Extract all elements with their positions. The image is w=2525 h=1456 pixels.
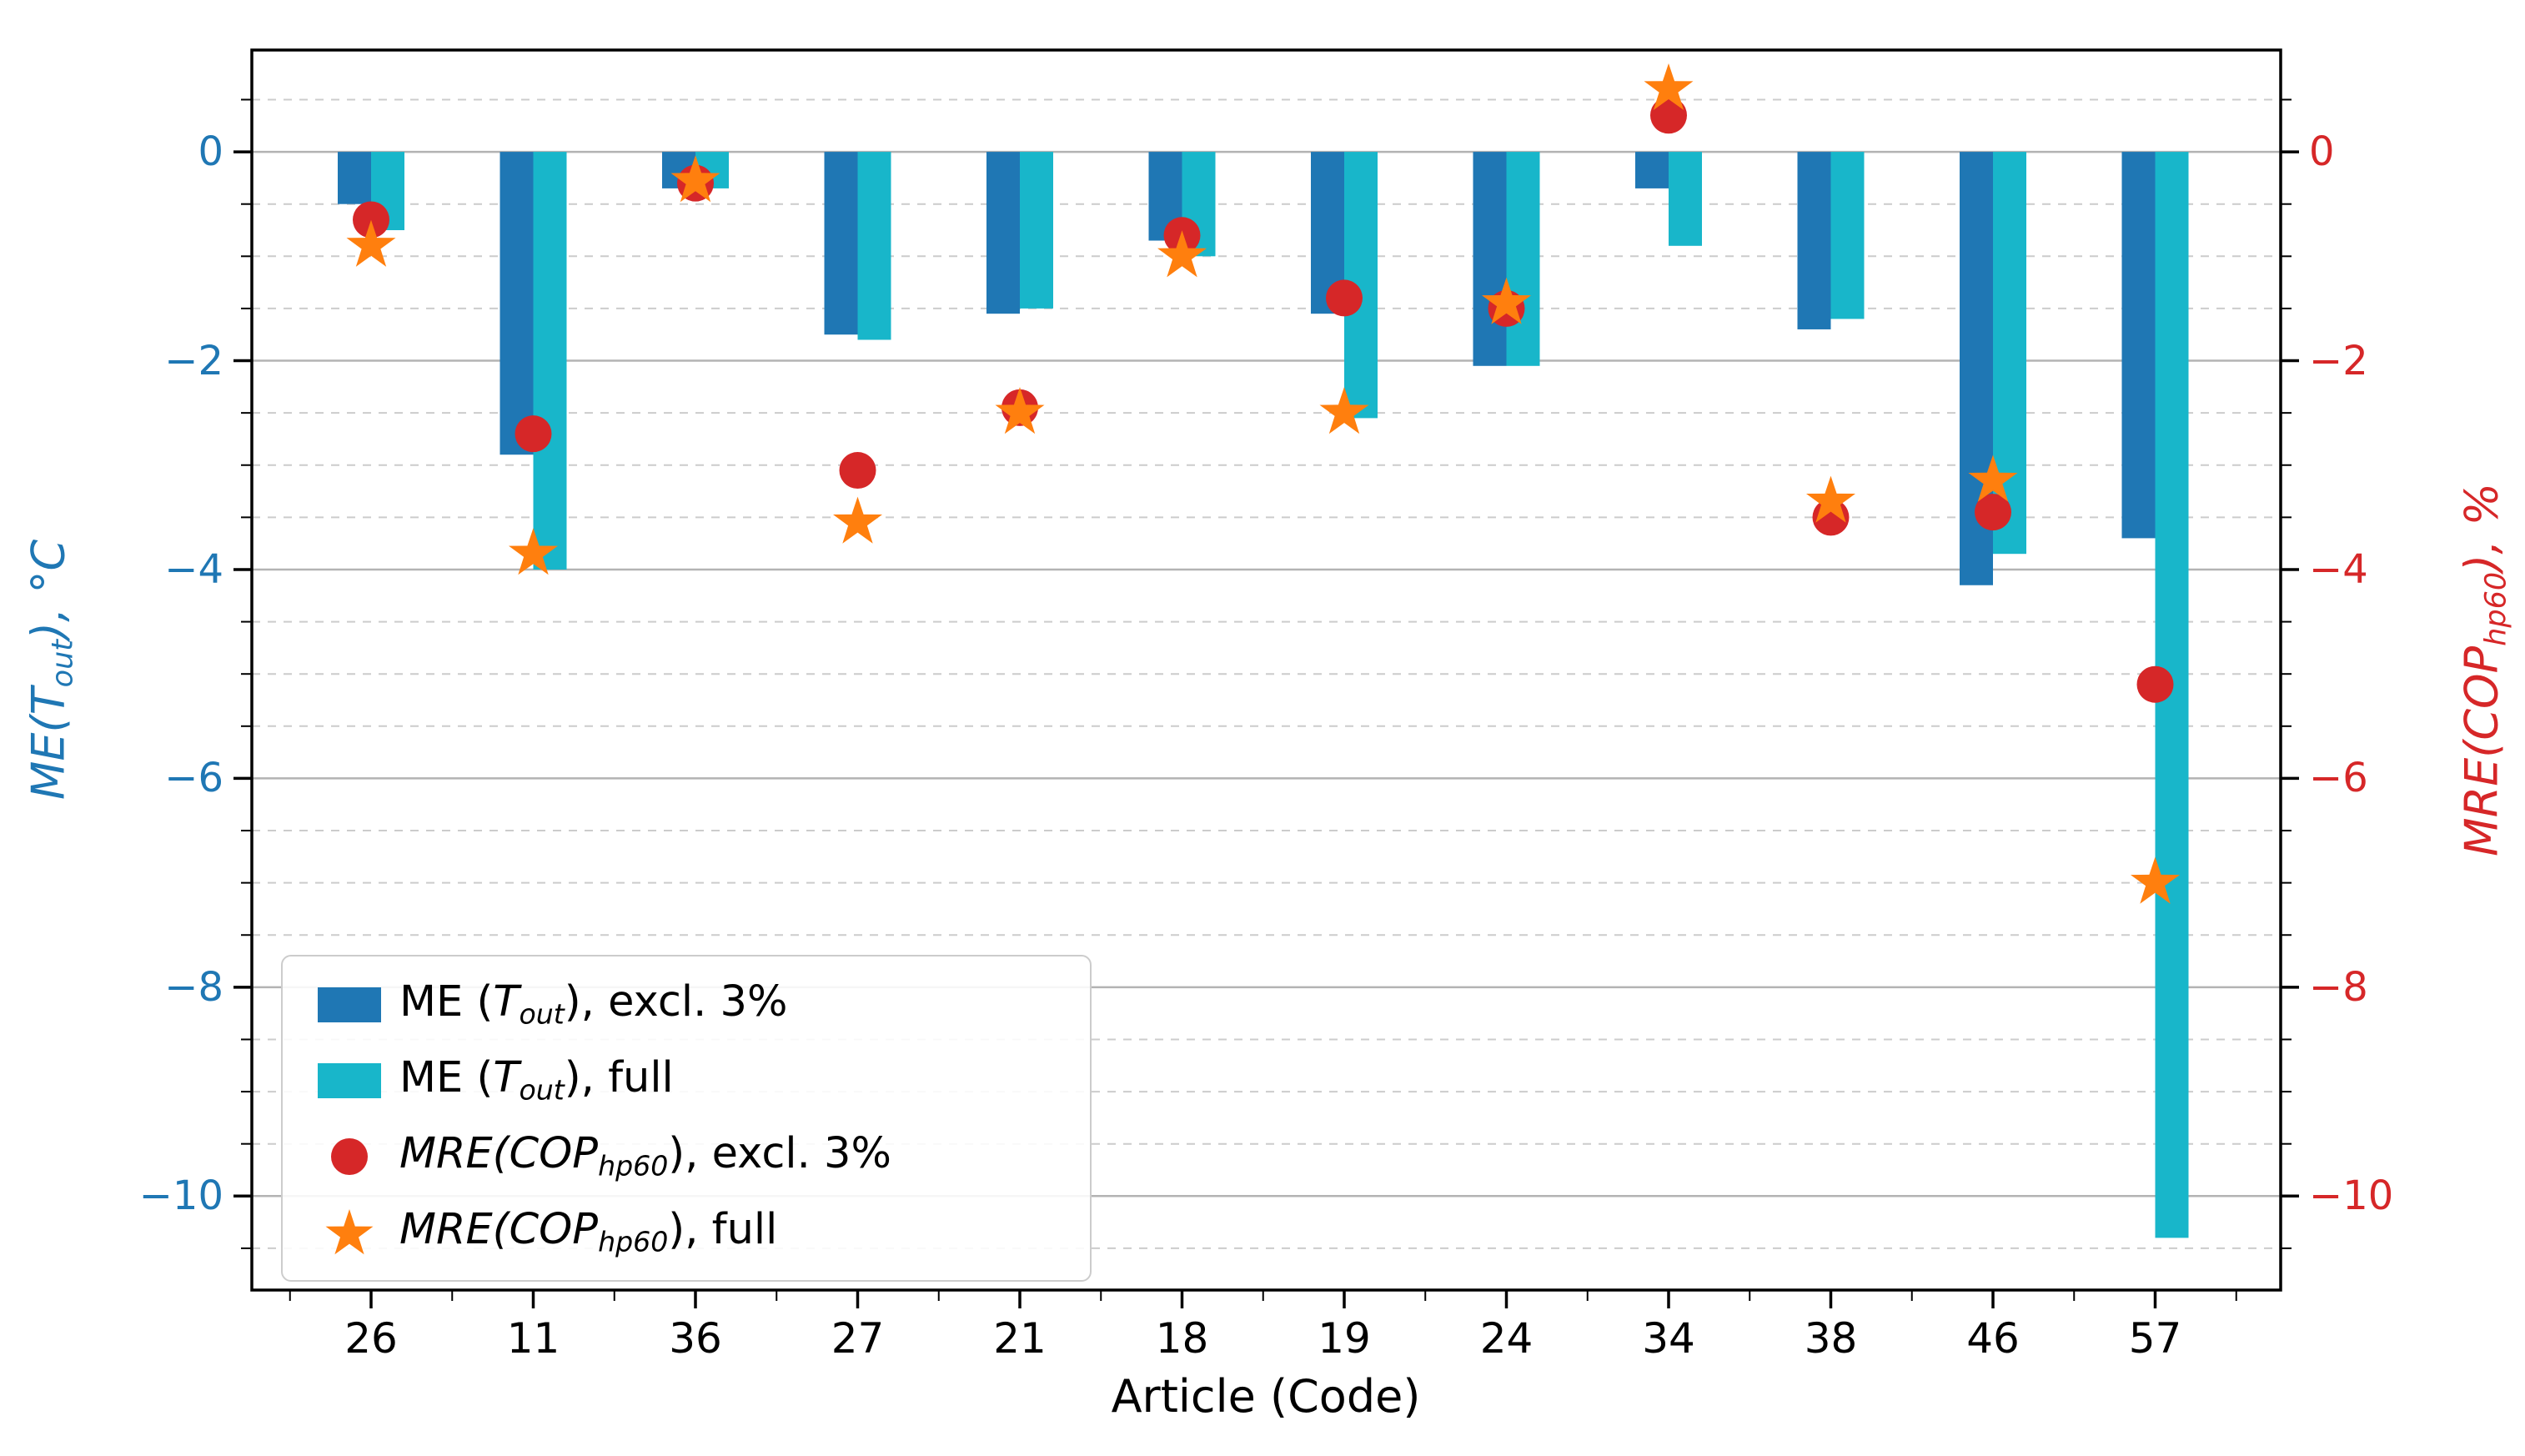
x-tick-21: 21 xyxy=(993,1314,1047,1363)
legend-label-2: MRE(COPhp60), excl. 3% xyxy=(399,1129,891,1182)
markers-circle xyxy=(353,97,2174,703)
y-tick-left-−10: −10 xyxy=(138,1172,223,1220)
marker-star-38 xyxy=(1806,475,1855,523)
y-tick-left-0: 0 xyxy=(198,128,223,176)
bar-excl-24 xyxy=(1473,152,1507,366)
marker-star-24 xyxy=(1482,277,1531,324)
y-tick-right-−4: −4 xyxy=(2309,545,2368,593)
bar-full-38 xyxy=(1830,152,1865,319)
bar-blue-swatch xyxy=(318,987,381,1022)
marker-star-11 xyxy=(509,528,558,575)
marker-star-26 xyxy=(346,219,396,267)
y-axis-title-left: ME(Tout), °C xyxy=(22,539,80,801)
legend-label-3: MRE(COPhp60), full xyxy=(399,1205,778,1258)
x-tick-24: 24 xyxy=(1479,1314,1534,1363)
y-tick-right-−10: −10 xyxy=(2309,1172,2394,1220)
bar-excl-26 xyxy=(338,152,371,204)
y-ticks xyxy=(233,98,2299,1249)
marker-star-19 xyxy=(1319,387,1369,434)
marker-star-21 xyxy=(995,387,1045,434)
marker-star-18 xyxy=(1157,230,1207,278)
bars-excl xyxy=(338,152,2156,585)
bar-cyan-swatch xyxy=(318,1062,381,1098)
bar-full-34 xyxy=(1669,152,1702,246)
bar-excl-38 xyxy=(1797,152,1831,329)
marker-circle-26 xyxy=(353,201,389,238)
x-tick-27: 27 xyxy=(831,1314,885,1363)
bar-excl-57 xyxy=(2121,152,2156,539)
legend-row-1: ME (Tout), full xyxy=(299,1044,1073,1117)
legend-row-0: ME (Tout), excl. 3% xyxy=(299,968,1073,1042)
marker-circle-19 xyxy=(1326,279,1363,317)
x-tick-26: 26 xyxy=(344,1314,398,1363)
y-tick-right-−6: −6 xyxy=(2309,755,2368,802)
marker-circle-11 xyxy=(515,415,552,453)
y-tick-left-−4: −4 xyxy=(164,545,223,593)
bar-full-24 xyxy=(1506,152,1540,366)
x-tick-57: 57 xyxy=(2128,1314,2182,1363)
x-tick-18: 18 xyxy=(1155,1314,1209,1363)
marker-circle-46 xyxy=(1975,494,2011,531)
marker-star-36 xyxy=(670,155,720,203)
legend: ME (Tout), excl. 3% ME (Tout), full MRE(CO… xyxy=(281,955,1092,1282)
x-tick-11: 11 xyxy=(506,1314,560,1363)
y-tick-left-−8: −8 xyxy=(164,963,223,1011)
x-tick-46: 46 xyxy=(1966,1314,2020,1363)
marker-circle-34 xyxy=(1650,97,1687,134)
legend-row-2: MRE(COPhp60), excl. 3% xyxy=(299,1120,1073,1193)
bar-excl-11 xyxy=(499,152,534,455)
star-orange-swatch xyxy=(325,1208,374,1254)
marker-circle-27 xyxy=(839,452,876,490)
marker-star-34 xyxy=(1644,63,1694,110)
y-tick-left-−2: −2 xyxy=(164,337,223,384)
x-tick-38: 38 xyxy=(1804,1314,1858,1363)
bar-full-21 xyxy=(1020,152,1053,309)
x-tick-34: 34 xyxy=(1642,1314,1695,1363)
x-ticks xyxy=(289,1290,2237,1308)
legend-label-0: ME (Tout), excl. 3% xyxy=(399,977,788,1031)
y-tick-left-−6: −6 xyxy=(164,755,223,802)
y-tick-right-0: 0 xyxy=(2309,128,2335,176)
y-tick-right-−8: −8 xyxy=(2309,963,2368,1011)
x-axis-title: Article (Code) xyxy=(1111,1370,1421,1423)
x-tick-19: 19 xyxy=(1318,1314,1371,1363)
y-tick-right-−2: −2 xyxy=(2309,337,2368,384)
marker-star-57 xyxy=(2131,856,2180,904)
circle-red-swatch xyxy=(331,1137,368,1175)
markers-star xyxy=(346,63,2180,904)
bar-excl-21 xyxy=(986,152,1020,314)
marker-star-27 xyxy=(833,496,882,544)
bar-full-11 xyxy=(533,152,567,570)
legend-label-1: ME (Tout), full xyxy=(399,1053,674,1107)
plot-border xyxy=(250,48,2282,1292)
marker-star-46 xyxy=(1968,454,2018,502)
bar-excl-27 xyxy=(824,152,858,335)
y-axis-title-right: MRE(COPhp60), % xyxy=(2455,483,2513,856)
x-tick-36: 36 xyxy=(669,1314,722,1363)
bar-full-27 xyxy=(857,152,891,340)
legend-row-3: MRE(COPhp60), full xyxy=(299,1196,1073,1269)
bar-excl-34 xyxy=(1635,152,1669,188)
marker-circle-57 xyxy=(2136,665,2174,703)
